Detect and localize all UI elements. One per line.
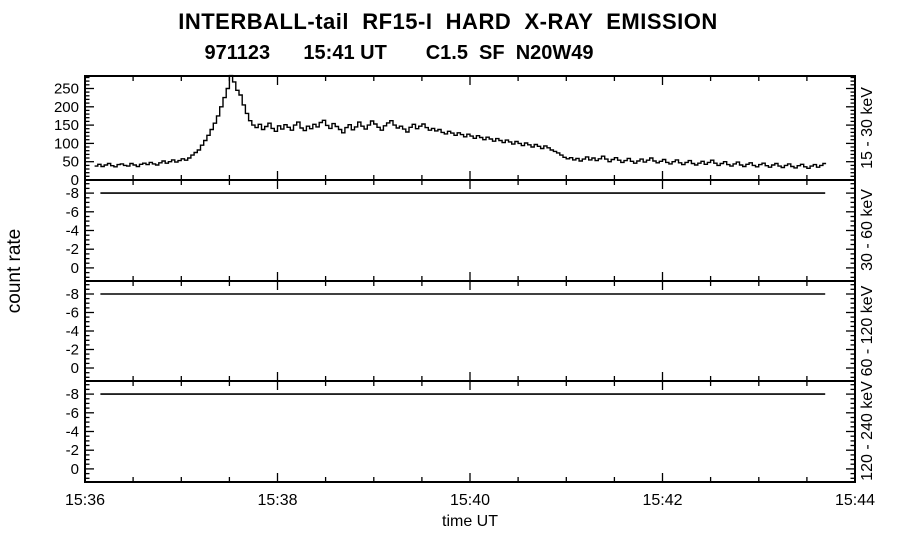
y-tick-label: -8 [66, 286, 79, 303]
y-tick-label: 250 [54, 81, 79, 98]
y-tick-label: 0 [71, 461, 79, 478]
y-tick-label: 200 [54, 99, 79, 116]
y-tick-label: -4 [66, 424, 79, 441]
x-tick-label-1540: 15:40 [450, 492, 490, 509]
y-tick-label: -2 [66, 342, 79, 359]
y-axis-title: count rate [4, 229, 25, 314]
x-tick-label-1544: 15:44 [835, 492, 875, 509]
band-label-120-240kev: 120 - 240 keV [859, 381, 876, 481]
generated-plot-content: 0501001502002500-2-4-6-80-2-4-6-80-2-4-6… [54, 74, 856, 482]
figure-title: INTERBALL-tail RF15-I HARD X-RAY EMISSIO… [178, 9, 718, 34]
y-tick-label: 0 [71, 172, 79, 189]
x-tick-label-1542: 15:42 [642, 492, 682, 509]
y-tick-label: -8 [66, 386, 79, 403]
x-tick-label-1538: 15:38 [257, 492, 297, 509]
band-label-60-120kev: 60 - 120 keV [859, 285, 876, 376]
y-tick-label: -6 [66, 204, 79, 221]
y-tick-label: -8 [66, 185, 79, 202]
figure-subtitle: 971123 15:41 UT C1.5 SF N20W49 [204, 42, 594, 64]
y-tick-label: 0 [71, 260, 79, 277]
x-axis-title: time UT [442, 513, 498, 530]
y-tick-label: 150 [54, 117, 79, 134]
y-tick-label: 0 [71, 360, 79, 377]
band-label-15-30kev: 15 - 30 keV [859, 87, 876, 169]
y-tick-label: -4 [66, 223, 79, 240]
y-tick-label: -6 [66, 305, 79, 322]
y-tick-label: -4 [66, 323, 79, 340]
y-tick-label: -6 [66, 405, 79, 422]
y-tick-label: -2 [66, 241, 79, 258]
lightcurve-path [94, 74, 827, 169]
y-tick-label: 50 [62, 154, 79, 171]
band-label-30-60kev: 30 - 60 keV [859, 189, 876, 271]
y-tick-label: 100 [54, 135, 79, 152]
y-tick-label: -2 [66, 442, 79, 459]
x-tick-label-1536: 15:36 [65, 492, 105, 509]
